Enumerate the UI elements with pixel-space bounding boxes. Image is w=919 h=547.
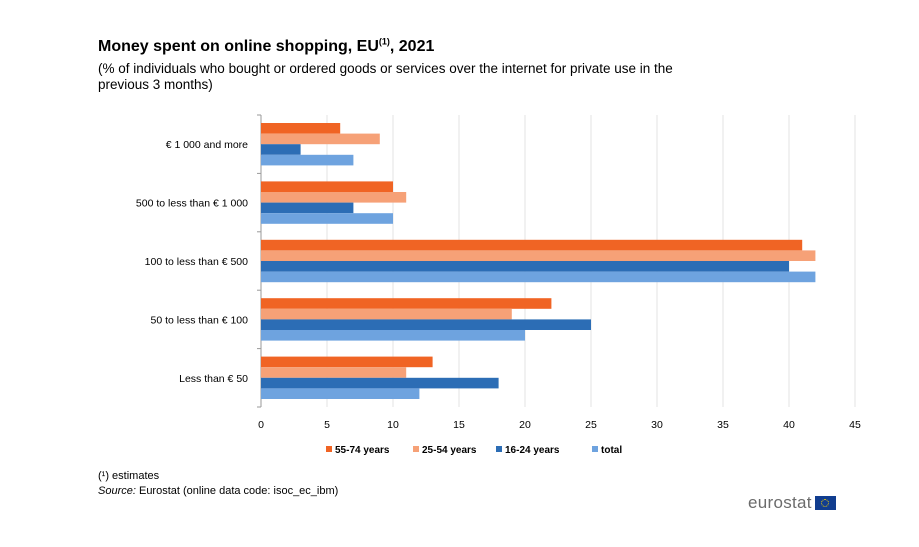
x-axis-ticks: 0 5 10 15 20 25 30 35 40 45 bbox=[258, 419, 861, 431]
bar bbox=[261, 319, 591, 330]
eurostat-logo: eurostat bbox=[748, 493, 836, 513]
legend-label: 25-54 years bbox=[422, 445, 477, 456]
legend-item: 25-54 years bbox=[413, 445, 477, 456]
legend-label: 16-24 years bbox=[505, 445, 560, 456]
bar bbox=[261, 250, 816, 261]
x-tick-label: 40 bbox=[783, 419, 795, 431]
legend-swatch bbox=[592, 446, 598, 452]
x-tick-label: 45 bbox=[849, 419, 861, 431]
footnote: (¹) estimates bbox=[98, 470, 160, 482]
bars-group bbox=[261, 123, 816, 399]
bar bbox=[261, 133, 380, 145]
source-note: Source: Eurostat (online data code: isoc… bbox=[98, 485, 339, 497]
category-label: 500 to less than € 1 000 bbox=[136, 198, 248, 210]
bar bbox=[261, 261, 789, 272]
category-label: 50 to less than € 100 bbox=[151, 314, 249, 326]
chart-subtitle: (% of individuals who bought or ordered … bbox=[98, 61, 673, 92]
legend: 55-74 years 25-54 years 16-24 years total bbox=[326, 445, 622, 456]
eu-flag-icon bbox=[814, 496, 836, 510]
bar bbox=[261, 202, 354, 214]
logo-text: eurostat bbox=[748, 493, 812, 512]
legend-item: 55-74 years bbox=[326, 445, 390, 456]
chart-title: Money spent on online shopping, EU(1), 2… bbox=[98, 36, 435, 55]
x-tick-label: 5 bbox=[324, 419, 330, 431]
legend-item: total bbox=[592, 445, 622, 456]
x-tick-label: 25 bbox=[585, 419, 597, 431]
category-labels: € 1 000 and more 500 to less than € 1 000… bbox=[136, 114, 261, 408]
bar bbox=[261, 181, 393, 192]
bar bbox=[261, 356, 433, 368]
bar bbox=[261, 367, 407, 378]
bar bbox=[261, 388, 420, 399]
bar bbox=[261, 298, 552, 309]
legend-item: 16-24 years bbox=[496, 445, 560, 456]
bar bbox=[261, 239, 803, 251]
legend-swatch bbox=[413, 446, 419, 452]
x-tick-label: 15 bbox=[453, 419, 465, 431]
legend-label: 55-74 years bbox=[335, 445, 390, 456]
category-label: 100 to less than € 500 bbox=[145, 256, 248, 268]
x-tick-label: 20 bbox=[519, 419, 531, 431]
bar bbox=[261, 192, 407, 203]
x-tick-label: 35 bbox=[717, 419, 729, 431]
bar bbox=[261, 154, 354, 166]
legend-swatch bbox=[326, 446, 332, 452]
legend-swatch bbox=[496, 446, 502, 452]
bar bbox=[261, 330, 525, 341]
bar bbox=[261, 123, 341, 134]
bar bbox=[261, 308, 512, 320]
bar bbox=[261, 213, 393, 224]
bar bbox=[261, 377, 499, 389]
category-label: Less than € 50 bbox=[179, 373, 248, 385]
bar bbox=[261, 271, 816, 283]
x-tick-label: 0 bbox=[258, 419, 264, 431]
x-tick-label: 30 bbox=[651, 419, 663, 431]
legend-label: total bbox=[601, 445, 622, 456]
category-label: € 1 000 and more bbox=[166, 139, 248, 151]
x-tick-label: 10 bbox=[387, 419, 399, 431]
bar bbox=[261, 144, 301, 155]
